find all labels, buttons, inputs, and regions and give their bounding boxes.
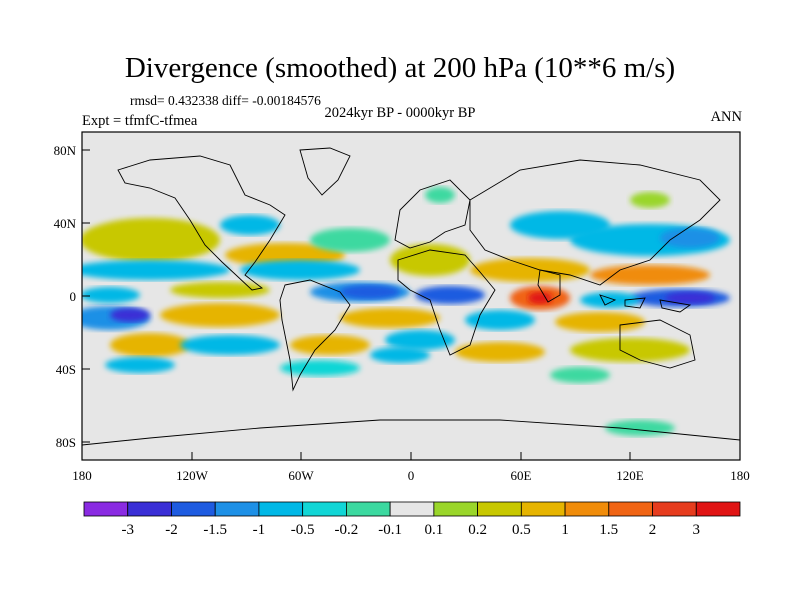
colorbar-label: 1.5 [599, 522, 618, 538]
lon-tick-label: 180 [72, 468, 92, 483]
colorbar-label: 0.5 [512, 522, 531, 538]
lon-tick-labels: 180 120W 60W 0 60E 120E 180 [72, 468, 750, 483]
colorbar-swatch [564, 501, 610, 517]
colorbar-label: -1.5 [203, 522, 227, 538]
lat-tick-labels: 80N 40N 0 40S 80S [54, 143, 77, 450]
period-label: 2024kyr BP - 0000kyr BP [324, 105, 476, 121]
coastlines [82, 147, 740, 446]
colorbar-swatch [83, 501, 129, 517]
lon-tick-label: 60E [511, 468, 532, 483]
lat-tick-label: 0 [70, 289, 77, 304]
divergence-field [82, 187, 730, 436]
colorbar-swatch [520, 501, 566, 517]
colorbar-swatch [127, 501, 172, 517]
colorbar-swatch [302, 501, 347, 517]
colorbar-swatch [477, 501, 522, 517]
lon-tick-label: 180 [730, 468, 750, 483]
lon-tick-label: 120E [616, 468, 644, 483]
colorbar-label: 0.1 [424, 522, 443, 538]
colorbar-swatch [345, 501, 391, 517]
colorbar-label: -0.5 [291, 522, 315, 538]
axis-tick-marks [81, 149, 741, 460]
colorbar-label: 2 [649, 522, 657, 538]
colorbar-label: -1 [253, 522, 266, 538]
colorbar-swatch [258, 501, 304, 517]
colorbar-label: 3 [693, 522, 701, 538]
lon-tick-label: 120W [176, 468, 209, 483]
stats-label: rmsd= 0.432338 diff= -0.00184576 [130, 93, 321, 108]
colorbar-label: -2 [165, 522, 178, 538]
colorbar-label: -3 [121, 522, 134, 538]
experiment-label: Expt = tfmfC-tfmea [82, 113, 198, 129]
lon-tick-label: 60W [288, 468, 314, 483]
colorbar-swatch [695, 501, 741, 517]
colorbar: -3 -2 -1.5 -1 -0.5 -0.2 -0.1 0.1 0.2 0.5 1 1.5 2 3 [83, 501, 741, 538]
colorbar-label: 1 [561, 522, 569, 538]
lat-tick-label: 40S [56, 362, 76, 377]
colorbar-swatch [433, 501, 478, 517]
lat-tick-label: 80N [54, 143, 77, 158]
colorbar-swatch [608, 501, 653, 517]
colorbar-label: 0.2 [468, 522, 487, 538]
colorbar-label: -0.1 [378, 522, 402, 538]
plot-title: Divergence (smoothed) at 200 hPa (10**6 … [124, 52, 676, 84]
colorbar-swatch [214, 501, 260, 517]
colorbar-swatch [171, 501, 216, 517]
colorbar-swatch [389, 501, 435, 517]
colorbar-label: -0.2 [335, 522, 359, 538]
lon-tick-label: 0 [408, 468, 415, 483]
lat-tick-label: 80S [56, 435, 76, 450]
colorbar-swatch [652, 501, 697, 517]
lat-tick-label: 40N [54, 216, 77, 231]
season-label: ANN [710, 109, 742, 125]
